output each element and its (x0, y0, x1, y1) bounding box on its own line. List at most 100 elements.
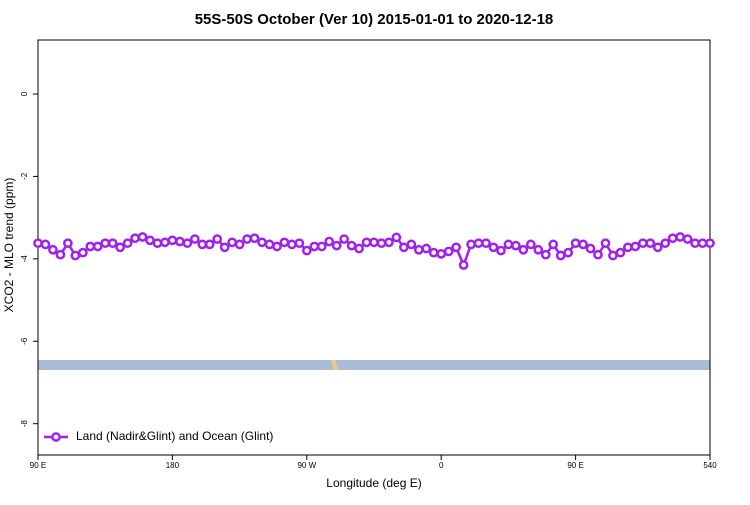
point (369, 237, 379, 248)
point (287, 239, 297, 250)
point (645, 238, 656, 249)
chart-title: 55S-50S October (Ver 10) 2015-01-01 to 2… (195, 11, 554, 28)
surface-strip-land (331, 360, 338, 370)
point (466, 239, 476, 250)
point (511, 240, 521, 251)
point (637, 238, 648, 249)
y-tick-label: -4 (20, 255, 29, 263)
point (122, 238, 133, 249)
point (182, 238, 193, 249)
point (443, 246, 454, 257)
point (623, 242, 633, 253)
point (92, 241, 103, 252)
point (115, 242, 125, 253)
point (503, 239, 514, 250)
point (667, 233, 678, 244)
x-tick-label: 180 (166, 461, 180, 470)
y-tick-label: -2 (20, 172, 29, 180)
point (585, 243, 596, 254)
x-tick-label: 0 (439, 461, 444, 470)
point (70, 250, 81, 261)
point (354, 243, 364, 254)
point (473, 238, 484, 249)
point (189, 234, 200, 244)
point (630, 241, 641, 252)
point (428, 247, 439, 258)
point (301, 245, 312, 256)
point (391, 232, 402, 243)
point (100, 238, 111, 249)
point (242, 234, 252, 244)
y-axis-label: XCO2 - MLO trend (ppm) (2, 178, 16, 313)
point (376, 238, 387, 249)
point (249, 233, 260, 244)
point (212, 234, 223, 244)
point (204, 239, 215, 250)
point (518, 244, 529, 255)
point (608, 250, 618, 261)
x-tick-label: 540 (703, 461, 717, 470)
point (496, 245, 506, 256)
point (309, 241, 320, 252)
point (384, 237, 394, 248)
point (40, 239, 51, 250)
point (563, 247, 573, 258)
point (331, 240, 342, 251)
point (145, 235, 155, 246)
point (600, 238, 611, 249)
point (48, 244, 58, 255)
point (525, 239, 536, 250)
legend-marker (51, 432, 61, 442)
point (488, 242, 499, 253)
point (578, 239, 588, 250)
point (316, 241, 327, 252)
point (294, 238, 305, 249)
point (257, 237, 267, 248)
point (705, 238, 715, 249)
point (339, 234, 349, 244)
point (615, 247, 626, 258)
point (197, 239, 208, 250)
point (399, 242, 409, 253)
point (533, 244, 544, 255)
point (63, 238, 73, 249)
point (227, 237, 237, 248)
point (234, 239, 245, 250)
y-tick-label: -6 (20, 337, 29, 345)
point (152, 238, 163, 249)
point (167, 235, 178, 246)
point (458, 260, 469, 270)
point (675, 232, 685, 242)
point (660, 238, 671, 249)
point (264, 239, 275, 250)
point (33, 238, 43, 249)
x-axis-label: Longitude (deg E) (326, 476, 421, 490)
x-tick-label: 90 E (30, 461, 46, 470)
point (77, 247, 88, 258)
point (219, 242, 230, 253)
surface-strip (38, 360, 710, 370)
x-tick-label: 90 E (567, 461, 583, 470)
point (697, 238, 708, 249)
point (570, 238, 581, 249)
point (421, 243, 432, 254)
point (451, 242, 461, 253)
y-tick-label: -8 (20, 420, 29, 428)
point (548, 239, 559, 250)
point (85, 241, 96, 252)
point (682, 234, 693, 244)
point (107, 238, 118, 249)
legend-label: Land (Nadir&Glint) and Ocean (Glint) (76, 429, 273, 443)
point (593, 249, 603, 260)
point (55, 249, 66, 260)
point (406, 239, 417, 250)
point (413, 244, 424, 255)
point (690, 238, 700, 249)
point (324, 236, 335, 247)
point (272, 241, 282, 252)
point (436, 249, 447, 259)
point (160, 237, 170, 248)
x-tick-label: 90 W (297, 461, 316, 470)
point (481, 238, 491, 249)
